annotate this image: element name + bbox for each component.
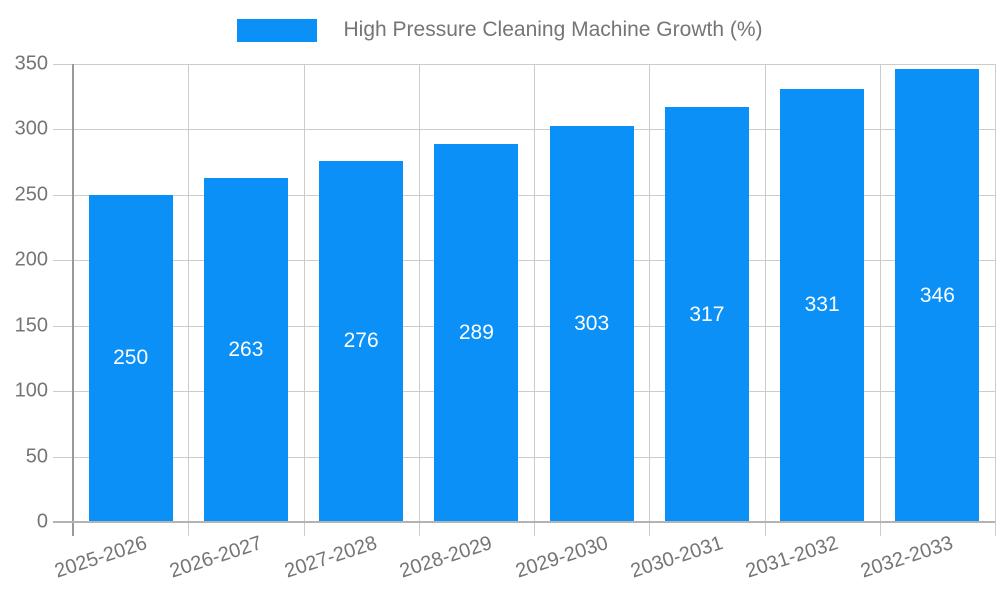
- x-axis-tick-label: 2025-2026: [51, 532, 150, 583]
- y-axis-tick-label: 200: [14, 248, 48, 271]
- gridline-vertical: [303, 64, 305, 536]
- legend-swatch: [237, 18, 318, 42]
- bar[interactable]: 250: [88, 194, 173, 522]
- gridline-horizontal: [53, 456, 995, 458]
- gridline-horizontal: [53, 391, 995, 393]
- bar[interactable]: 263: [203, 177, 288, 522]
- gridline-vertical: [418, 64, 420, 536]
- y-axis-tick-label: 50: [25, 445, 48, 468]
- y-axis-tick-label: 150: [14, 314, 48, 337]
- bar-value-label: 346: [919, 283, 955, 307]
- y-axis-line: [72, 64, 74, 536]
- y-axis-tick-label: 300: [14, 117, 48, 140]
- legend[interactable]: High Pressure Cleaning Machine Growth (%…: [0, 18, 1000, 42]
- x-axis-tick-label: 2031-2032: [743, 532, 841, 583]
- gridline-horizontal: [53, 325, 995, 327]
- gridline-vertical: [764, 64, 766, 536]
- y-axis-tick-label: 350: [14, 52, 48, 75]
- x-axis-tick-label: 2030-2031: [627, 532, 726, 583]
- bar-value-label: 276: [343, 329, 379, 353]
- gridline-vertical: [188, 64, 190, 536]
- gridline-horizontal: [53, 194, 995, 196]
- y-axis-tick-label: 250: [14, 183, 48, 206]
- bar-value-label: 263: [228, 337, 264, 361]
- x-axis-tick-label: 2026-2027: [166, 532, 265, 583]
- bar-value-label: 303: [574, 311, 610, 335]
- x-axis-tick-label: 2029-2030: [512, 532, 611, 583]
- gridline-horizontal: [53, 129, 995, 131]
- gridline-vertical: [995, 64, 996, 536]
- bar-value-label: 250: [113, 346, 149, 370]
- bar[interactable]: 317: [664, 107, 749, 522]
- gridline-horizontal: [53, 64, 995, 65]
- bar-value-label: 331: [804, 293, 840, 317]
- legend-series-label: High Pressure Cleaning Machine Growth (%…: [343, 18, 763, 41]
- gridline-vertical: [879, 64, 881, 536]
- x-axis-tick-label: 2027-2028: [282, 532, 380, 583]
- x-axis-tick-label: 2032-2033: [858, 532, 957, 583]
- gridline-vertical: [649, 64, 651, 536]
- gridline-horizontal: [53, 260, 995, 262]
- bar[interactable]: 276: [319, 160, 404, 522]
- bar-value-label: 317: [689, 302, 725, 326]
- x-axis-tick-label: 2028-2029: [397, 532, 496, 583]
- bar[interactable]: 303: [549, 125, 634, 522]
- plot-area: 250 263 276 289 303 317 331 346 0 50 100 150 200 250 3…: [15, 53, 996, 582]
- y-axis-tick-label: 0: [36, 510, 48, 533]
- y-axis-tick-label: 100: [14, 379, 48, 402]
- bar[interactable]: 289: [434, 143, 519, 522]
- bar[interactable]: 346: [895, 69, 980, 522]
- gridline-vertical: [534, 64, 535, 536]
- bar[interactable]: 331: [780, 88, 865, 522]
- x-axis-baseline: [53, 521, 995, 523]
- bar-value-label: 289: [458, 320, 494, 344]
